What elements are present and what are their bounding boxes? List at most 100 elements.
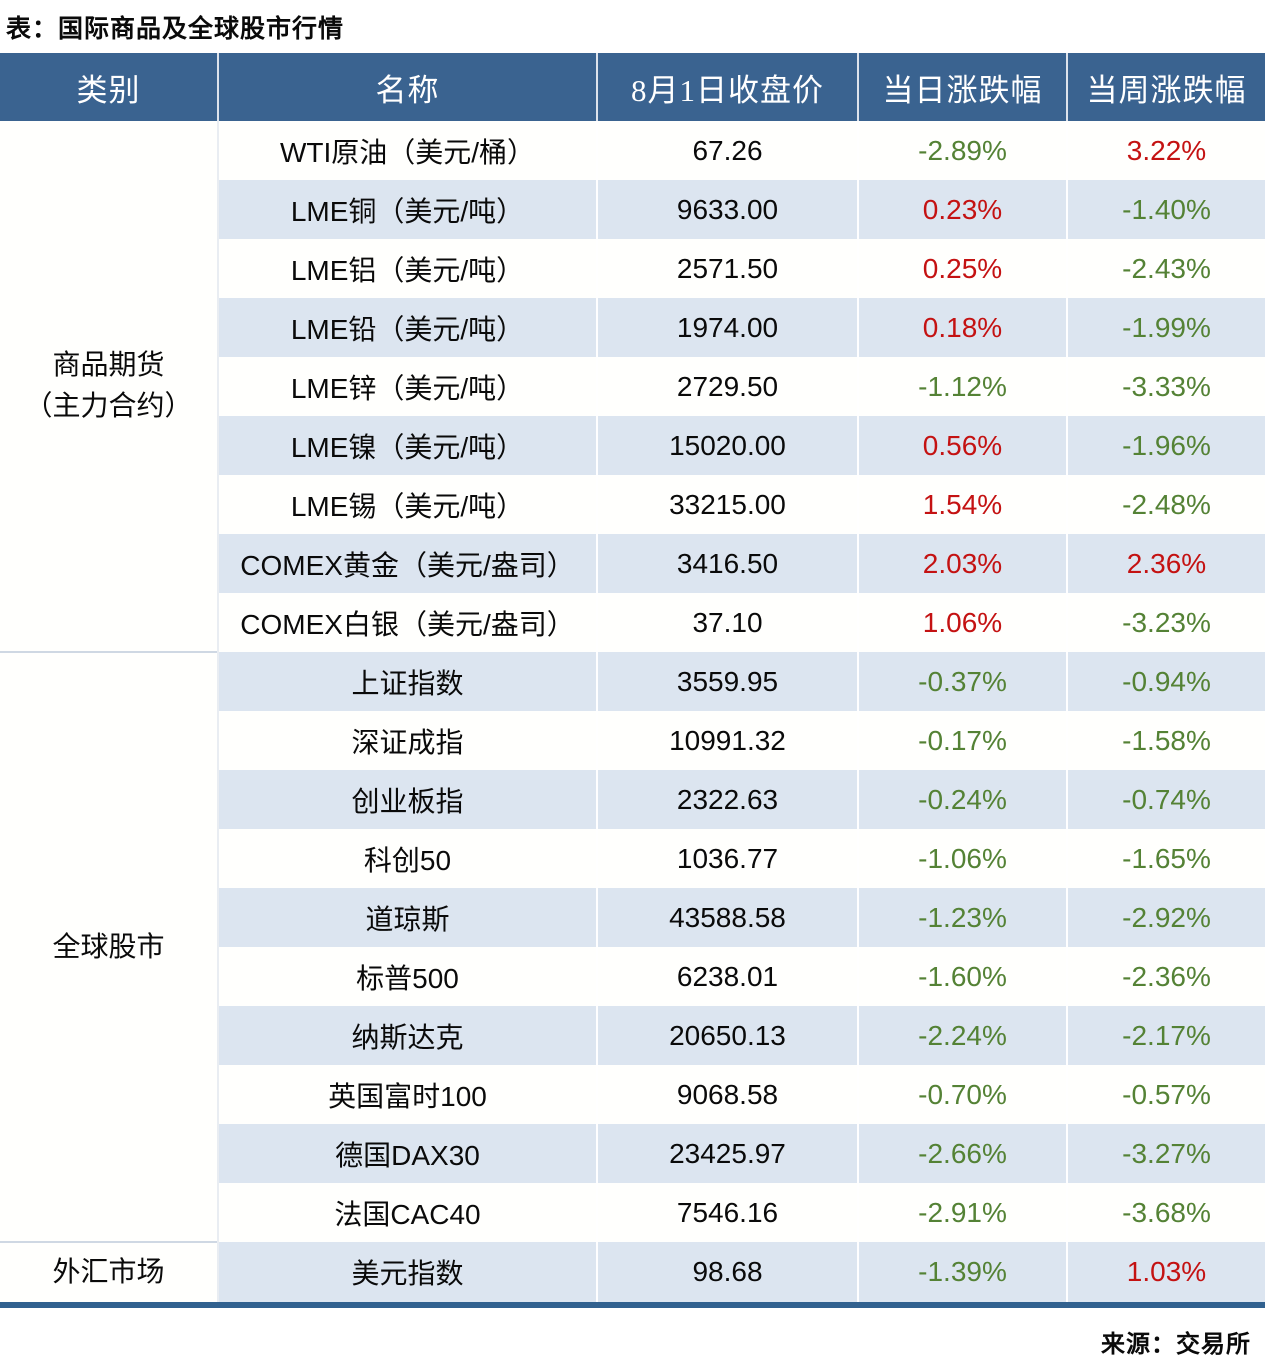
daily-change: 0.25% xyxy=(857,239,1067,298)
table-row: 英国富时100 9068.58 -0.70% -0.57% xyxy=(0,1065,1265,1124)
table-row: LME镍（美元/吨） 15020.00 0.56% -1.96% xyxy=(0,416,1265,475)
category-cell-forex: 外汇市场 xyxy=(0,1241,219,1305)
weekly-change: -3.33% xyxy=(1066,357,1265,416)
daily-change: 1.54% xyxy=(857,475,1067,534)
market-quotes-table: 类别 名称 8月1日收盘价 当日涨跌幅 当周涨跌幅 商品期货 （主力合约） WT… xyxy=(0,53,1265,1308)
instrument-name: LME镍（美元/吨） xyxy=(217,416,597,475)
table-row: 商品期货 （主力合约） WTI原油（美元/桶） 67.26 -2.89% 3.2… xyxy=(0,121,1265,652)
instrument-name: 标普500 xyxy=(217,947,597,1006)
daily-change: -0.24% xyxy=(857,770,1067,829)
table-row: LME锡（美元/吨） 33215.00 1.54% -2.48% xyxy=(0,475,1265,534)
daily-change: -1.06% xyxy=(857,829,1067,888)
weekly-change: -2.92% xyxy=(1066,888,1265,947)
instrument-name: LME铅（美元/吨） xyxy=(217,298,597,357)
close-price: 37.10 xyxy=(596,593,858,652)
category-cell-global-stocks: 全球股市 xyxy=(0,651,219,1242)
daily-change: -2.89% xyxy=(857,121,1067,180)
header-name: 名称 xyxy=(217,53,597,121)
instrument-name: LME锡（美元/吨） xyxy=(217,475,597,534)
category-cell-commodities: 商品期货 （主力合约） xyxy=(0,121,219,652)
instrument-name: 深证成指 xyxy=(217,711,597,770)
instrument-name: 创业板指 xyxy=(217,770,597,829)
weekly-change: -1.58% xyxy=(1066,711,1265,770)
close-price: 67.26 xyxy=(596,121,858,180)
close-price: 10991.32 xyxy=(596,711,858,770)
weekly-change: -3.27% xyxy=(1066,1124,1265,1183)
header-daily-change: 当日涨跌幅 xyxy=(857,53,1067,121)
table-row: 创业板指 2322.63 -0.24% -0.74% xyxy=(0,770,1265,829)
close-price: 9068.58 xyxy=(596,1065,858,1124)
table-row: COMEX黄金（美元/盎司） 3416.50 2.03% 2.36% xyxy=(0,534,1265,593)
weekly-change: -0.94% xyxy=(1066,652,1265,711)
daily-change: -1.60% xyxy=(857,947,1067,1006)
instrument-name: 纳斯达克 xyxy=(217,1006,597,1065)
instrument-name: 英国富时100 xyxy=(217,1065,597,1124)
instrument-name: 美元指数 xyxy=(217,1242,597,1305)
weekly-change: -0.57% xyxy=(1066,1065,1265,1124)
instrument-name: COMEX白银（美元/盎司） xyxy=(217,593,597,652)
weekly-change: 1.03% xyxy=(1066,1242,1265,1305)
instrument-name: 法国CAC40 xyxy=(217,1183,597,1242)
page-title: 表：国际商品及全球股市行情 xyxy=(6,15,345,43)
weekly-change: -2.17% xyxy=(1066,1006,1265,1065)
table-row: 法国CAC40 7546.16 -2.91% -3.68% xyxy=(0,1183,1265,1242)
instrument-name: LME锌（美元/吨） xyxy=(217,357,597,416)
table-row: 全球股市 上证指数 3559.95 -0.37% -0.94% xyxy=(0,651,1265,1242)
header-category: 类别 xyxy=(0,53,218,121)
close-price: 33215.00 xyxy=(596,475,858,534)
daily-change: -0.70% xyxy=(857,1065,1067,1124)
close-price: 2571.50 xyxy=(596,239,858,298)
close-price: 3559.95 xyxy=(596,652,858,711)
close-price: 3416.50 xyxy=(596,534,858,593)
table-row: 标普500 6238.01 -1.60% -2.36% xyxy=(0,947,1265,1006)
header-row: 类别 名称 8月1日收盘价 当日涨跌幅 当周涨跌幅 xyxy=(0,53,1265,121)
weekly-change: -1.96% xyxy=(1066,416,1265,475)
close-price: 20650.13 xyxy=(596,1006,858,1065)
weekly-change: -2.36% xyxy=(1066,947,1265,1006)
close-price: 9633.00 xyxy=(596,180,858,239)
instrument-name: 德国DAX30 xyxy=(217,1124,597,1183)
close-price: 43588.58 xyxy=(596,888,858,947)
daily-change: -1.23% xyxy=(857,888,1067,947)
daily-change: -1.39% xyxy=(857,1242,1067,1305)
weekly-change: -0.74% xyxy=(1066,770,1265,829)
instrument-name: LME铝（美元/吨） xyxy=(217,239,597,298)
table-row: 德国DAX30 23425.97 -2.66% -3.27% xyxy=(0,1124,1265,1183)
table-row: 外汇市场 美元指数 98.68 -1.39% 1.03% xyxy=(0,1241,1265,1305)
daily-change: -0.17% xyxy=(857,711,1067,770)
daily-change: -2.66% xyxy=(857,1124,1067,1183)
table-row: LME铅（美元/吨） 1974.00 0.18% -1.99% xyxy=(0,298,1265,357)
close-price: 23425.97 xyxy=(596,1124,858,1183)
instrument-name: COMEX黄金（美元/盎司） xyxy=(217,534,597,593)
table-row: COMEX白银（美元/盎司） 37.10 1.06% -3.23% xyxy=(0,593,1265,652)
daily-change: 0.56% xyxy=(857,416,1067,475)
close-price: 7546.16 xyxy=(596,1183,858,1242)
header-weekly-change: 当周涨跌幅 xyxy=(1066,53,1265,121)
table-row: LME铜（美元/吨） 9633.00 0.23% -1.40% xyxy=(0,180,1265,239)
table-row: LME铝（美元/吨） 2571.50 0.25% -2.43% xyxy=(0,239,1265,298)
table-body: 商品期货 （主力合约） WTI原油（美元/桶） 67.26 -2.89% 3.2… xyxy=(0,121,1265,1305)
daily-change: 0.23% xyxy=(857,180,1067,239)
table-header: 类别 名称 8月1日收盘价 当日涨跌幅 当周涨跌幅 xyxy=(0,53,1265,121)
weekly-change: -1.99% xyxy=(1066,298,1265,357)
instrument-name: WTI原油（美元/桶） xyxy=(217,121,597,180)
daily-change: -1.12% xyxy=(857,357,1067,416)
weekly-change: -2.48% xyxy=(1066,475,1265,534)
close-price: 98.68 xyxy=(596,1242,858,1305)
close-price: 1036.77 xyxy=(596,829,858,888)
table-row: 纳斯达克 20650.13 -2.24% -2.17% xyxy=(0,1006,1265,1065)
close-price: 6238.01 xyxy=(596,947,858,1006)
instrument-name: 上证指数 xyxy=(217,652,597,711)
daily-change: 0.18% xyxy=(857,298,1067,357)
daily-change: -2.91% xyxy=(857,1183,1067,1242)
source-attribution: 来源：交易所 xyxy=(1101,1331,1251,1358)
weekly-change: 2.36% xyxy=(1066,534,1265,593)
daily-change: -2.24% xyxy=(857,1006,1067,1065)
instrument-name: 科创50 xyxy=(217,829,597,888)
daily-change: 2.03% xyxy=(857,534,1067,593)
weekly-change: -3.23% xyxy=(1066,593,1265,652)
header-close-price: 8月1日收盘价 xyxy=(596,53,858,121)
weekly-change: -1.65% xyxy=(1066,829,1265,888)
instrument-name: 道琼斯 xyxy=(217,888,597,947)
